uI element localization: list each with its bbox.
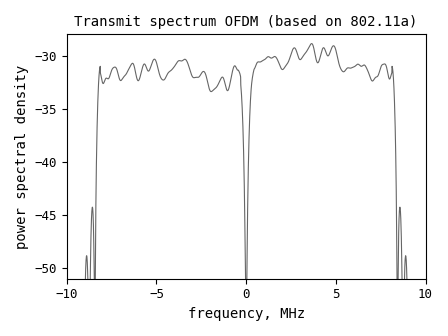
X-axis label: frequency, MHz: frequency, MHz <box>188 307 305 321</box>
Title: Transmit spectrum OFDM (based on 802.11a): Transmit spectrum OFDM (based on 802.11a… <box>74 15 418 29</box>
Y-axis label: power spectral density: power spectral density <box>15 65 29 249</box>
